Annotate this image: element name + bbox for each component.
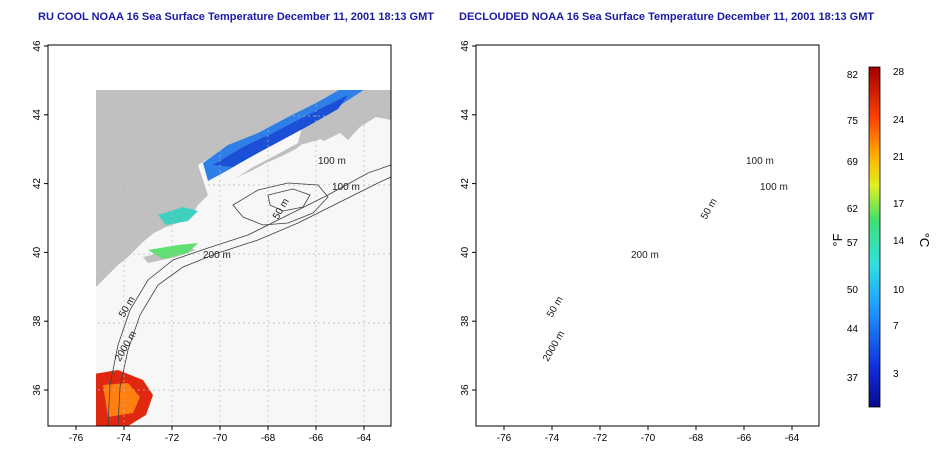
celsius-label: °C <box>917 233 932 248</box>
left-map: -76 -74 -72 -70 -68 -66 -64 36 38 40 42 44 46 100 m… <box>32 40 392 444</box>
celsius-tick-label: 24 <box>893 115 905 126</box>
celsius-tick-label: 17 <box>893 199 905 210</box>
celsius-tick-label: 10 <box>893 285 905 296</box>
x-tick-label: -74 <box>545 433 560 444</box>
x-tick-label: -66 <box>737 433 752 444</box>
left-map-title: RU COOL NOAA 16 Sea Surface Temperature … <box>38 11 434 23</box>
celsius-tick-label: 14 <box>893 236 905 247</box>
y-tick-label: 44 <box>460 109 471 121</box>
contour-label: 100 m <box>760 182 788 193</box>
y-tick-label: 40 <box>460 246 471 258</box>
x-tick-label: -64 <box>785 433 800 444</box>
left-x-ticks: -76 -74 -72 -70 -68 -66 -64 <box>69 426 372 444</box>
y-tick-label: 40 <box>32 246 43 258</box>
x-tick-label: -64 <box>357 433 372 444</box>
y-tick-label: 42 <box>460 178 471 190</box>
contour-label: 50 m <box>545 295 566 320</box>
contour-label: 100 m <box>746 156 774 167</box>
fahrenheit-ticks: 82 75 69 62 57 50 44 37 <box>847 70 859 384</box>
fahrenheit-tick-label: 82 <box>847 70 859 81</box>
fahrenheit-tick-label: 75 <box>847 116 859 127</box>
x-tick-label: -76 <box>69 433 84 444</box>
left-y-ticks: 36 38 40 42 44 46 <box>32 40 48 396</box>
celsius-tick-label: 7 <box>893 321 899 332</box>
x-tick-label: -70 <box>213 433 228 444</box>
fahrenheit-tick-label: 69 <box>847 157 859 168</box>
y-tick-label: 36 <box>460 384 471 396</box>
contour-label: 100 m <box>318 156 346 167</box>
right-map-image <box>476 45 819 426</box>
y-tick-label: 38 <box>460 315 471 327</box>
contour-label: 200 m <box>631 250 659 261</box>
colorbar: 82 75 69 62 57 50 44 37 28 24 21 17 14 10 7 3 °F °C <box>830 66 932 408</box>
right-map: -76 -74 -72 -70 -68 -66 -64 36 38 40 42 44 46 100 m… <box>460 40 820 444</box>
x-tick-label: -70 <box>641 433 656 444</box>
colorbar-gradient <box>868 66 881 408</box>
fahrenheit-label: °F <box>830 233 845 246</box>
celsius-ticks: 28 24 21 17 14 10 7 3 <box>893 67 905 380</box>
x-tick-label: -72 <box>593 433 608 444</box>
left-map-image <box>96 90 392 427</box>
y-tick-label: 46 <box>32 40 43 52</box>
x-tick-label: -66 <box>309 433 324 444</box>
contour-label: 100 m <box>332 182 360 193</box>
contour-label: 2000 m <box>541 329 567 363</box>
celsius-tick-label: 21 <box>893 152 905 163</box>
x-tick-label: -76 <box>497 433 512 444</box>
x-tick-label: -72 <box>165 433 180 444</box>
y-tick-label: 46 <box>460 40 471 52</box>
fahrenheit-tick-label: 37 <box>847 373 859 384</box>
celsius-tick-label: 28 <box>893 67 905 78</box>
fahrenheit-tick-label: 57 <box>847 238 859 249</box>
x-tick-label: -68 <box>261 433 276 444</box>
right-x-ticks: -76 -74 -72 -70 -68 -66 -64 <box>497 426 800 444</box>
y-tick-label: 38 <box>32 315 43 327</box>
fahrenheit-tick-label: 44 <box>847 324 859 335</box>
y-tick-label: 42 <box>32 178 43 190</box>
y-tick-label: 36 <box>32 384 43 396</box>
contour-label: 50 m <box>699 197 720 222</box>
x-tick-label: -68 <box>689 433 704 444</box>
right-map-title: DECLOUDED NOAA 16 Sea Surface Temperatur… <box>459 11 875 23</box>
fahrenheit-tick-label: 50 <box>847 285 859 296</box>
contour-label: 200 m <box>203 250 231 261</box>
celsius-tick-label: 3 <box>893 369 899 380</box>
y-tick-label: 44 <box>32 109 43 121</box>
right-y-ticks: 36 38 40 42 44 46 <box>460 40 476 396</box>
right-map-frame <box>475 44 820 427</box>
x-tick-label: -74 <box>117 433 132 444</box>
fahrenheit-tick-label: 62 <box>847 204 859 215</box>
